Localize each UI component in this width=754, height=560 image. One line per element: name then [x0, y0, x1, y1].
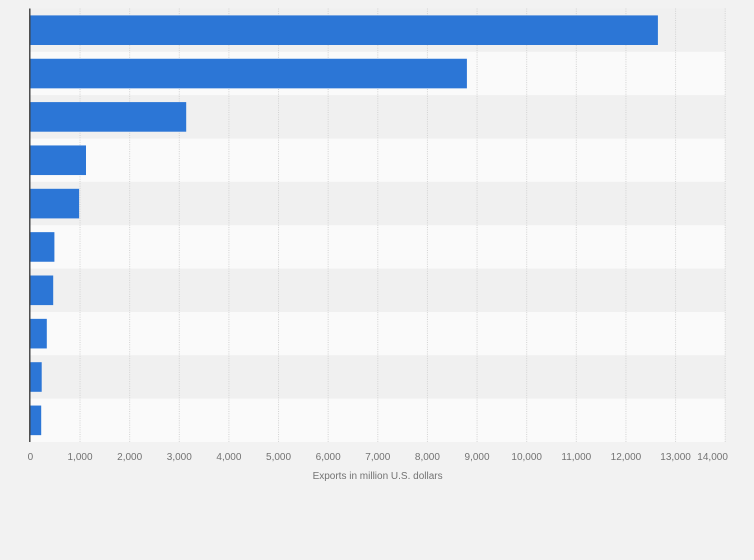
- svg-text:6,000: 6,000: [316, 452, 341, 463]
- svg-text:12,000: 12,000: [611, 452, 642, 463]
- svg-text:1,000: 1,000: [68, 452, 93, 463]
- svg-text:13,000: 13,000: [660, 452, 691, 463]
- svg-text:14,000: 14,000: [697, 452, 728, 463]
- svg-text:11,000: 11,000: [561, 452, 591, 463]
- svg-text:9,000: 9,000: [465, 452, 490, 463]
- svg-text:0: 0: [28, 452, 34, 463]
- svg-text:10,000: 10,000: [511, 452, 542, 463]
- svg-text:3,000: 3,000: [167, 452, 192, 463]
- svg-text:2,000: 2,000: [117, 452, 142, 463]
- svg-text:5,000: 5,000: [266, 452, 291, 463]
- svg-text:Exports in million U.S. dollar: Exports in million U.S. dollars: [313, 471, 443, 482]
- svg-text:7,000: 7,000: [365, 452, 390, 463]
- svg-text:4,000: 4,000: [216, 452, 241, 463]
- svg-text:8,000: 8,000: [415, 452, 440, 463]
